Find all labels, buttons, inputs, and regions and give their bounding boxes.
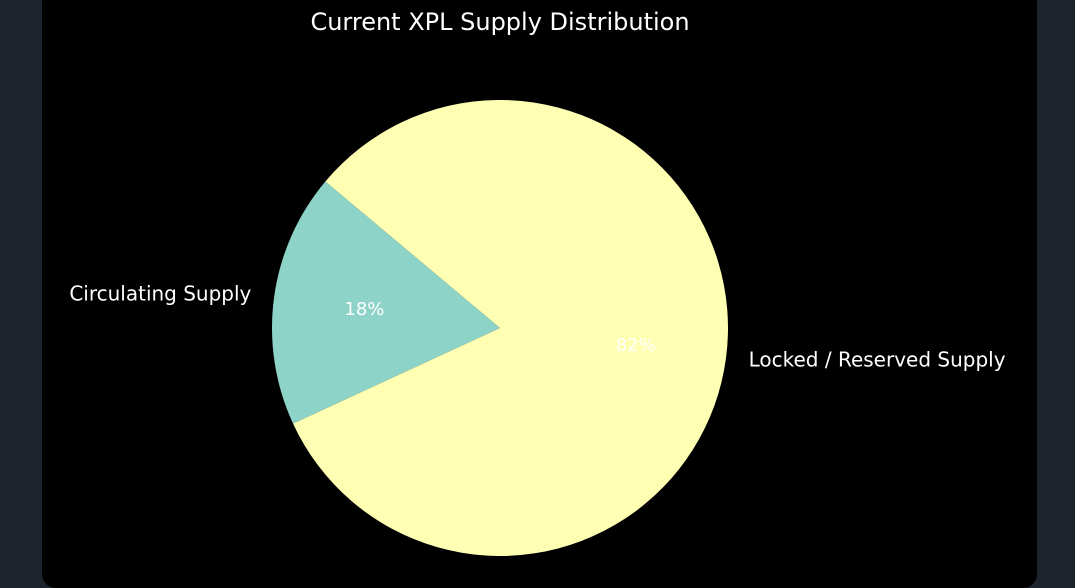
pie-slice: [272, 181, 500, 424]
slice-label: Locked / Reserved Supply: [749, 348, 1006, 372]
page: {"chart_data": {"type": "pie", "title": …: [42, 0, 1037, 588]
value-label: 18%: [344, 299, 384, 320]
chart: Current XPL Supply Distribution Circulat…: [69, 8, 1006, 556]
slice-label: Circulating Supply: [69, 281, 251, 305]
pie-slice: [293, 99, 728, 556]
chart-title: Current XPL Supply Distribution: [310, 8, 689, 36]
value-label: 82%: [616, 335, 656, 356]
